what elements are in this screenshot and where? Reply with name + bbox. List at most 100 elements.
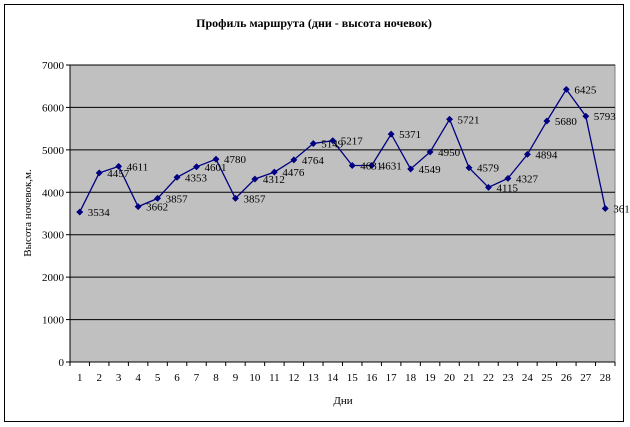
x-tick-label-1: 1 [77,372,83,384]
x-tick-label-4: 4 [135,372,141,384]
data-label-7: 4601 [205,162,227,174]
x-tick-label-23: 23 [502,372,514,384]
x-tick-label-16: 16 [366,372,378,384]
y-tick-label-0: 0 [59,357,65,369]
x-tick-label-26: 26 [561,372,573,384]
data-point-8 [212,155,220,163]
data-label-5: 3857 [166,193,189,205]
x-tick-label-20: 20 [444,372,456,384]
x-tick-label-24: 24 [522,372,534,384]
y-tick-label-3000: 3000 [42,230,65,242]
data-point-19 [426,148,434,156]
data-label-14: 5217 [341,136,364,148]
data-label-17: 5371 [399,129,421,141]
gridlines [70,64,615,321]
series-line [79,88,606,213]
x-tick-label-21: 21 [464,372,475,384]
data-points [76,85,609,216]
chart-title: Профиль маршрута (дни - высота ночевок) [196,16,432,30]
data-label-22: 4115 [496,182,518,194]
data-point-5 [154,194,162,202]
data-point-3 [115,162,123,170]
data-point-14 [329,137,337,145]
y-tick-label-7000: 7000 [42,60,65,72]
x-tick-label-13: 13 [308,372,320,384]
data-point-11 [270,168,278,176]
y-axis-label: Высота ночевок,м. [22,169,34,257]
data-point-13 [309,139,317,148]
data-label-19: 4950 [438,147,461,159]
x-tick-label-14: 14 [327,372,339,384]
x-tick-label-9: 9 [233,372,239,384]
x-tick-label-27: 27 [580,372,592,384]
data-label-26: 6425 [574,84,597,96]
data-label-21: 4579 [477,163,500,175]
data-point-12 [290,156,298,164]
data-label-13: 5149 [321,139,344,151]
x-axis-label: Дни [333,395,352,407]
data-label-28: 3619 [613,203,630,215]
y-tick-label-4000: 4000 [42,187,65,199]
data-point-15 [348,161,356,170]
data-point-23 [504,174,512,182]
data-point-1 [76,208,84,216]
x-tick-label-22: 22 [483,372,494,384]
data-point-27 [582,112,590,120]
data-point-20 [446,115,454,123]
data-label-1: 3534 [88,207,111,219]
y-tick-label-1000: 1000 [42,315,65,327]
data-label-23: 4327 [516,173,539,185]
data-label-4: 3662 [146,202,168,214]
data-point-24 [523,150,531,158]
data-label-11: 4476 [282,167,305,179]
data-point-18 [407,165,415,173]
data-label-16: 4631 [380,161,402,173]
data-point-6 [173,173,181,181]
data-label-24: 4894 [535,149,558,161]
x-tick-label-15: 15 [347,372,359,384]
data-point-2 [95,169,103,177]
data-point-22 [484,183,493,191]
x-tick-label-3: 3 [116,372,122,384]
data-label-15: 4631 [360,161,382,173]
data-label-6: 4353 [185,172,208,184]
data-point-4 [134,203,142,211]
y-tick-label-5000: 5000 [42,145,65,157]
x-tick-label-6: 6 [174,372,180,384]
data-label-20: 5721 [458,114,480,126]
data-point-7 [192,163,201,171]
data-point-21 [465,164,473,172]
data-label-10: 4312 [263,174,285,186]
x-tick-label-11: 11 [269,372,280,384]
x-tick-label-2: 2 [96,372,102,384]
plot-area [69,64,616,363]
data-label-12: 4764 [302,155,325,167]
x-tick-label-7: 7 [194,372,200,384]
data-label-8: 4780 [224,154,247,166]
x-tick-label-8: 8 [213,372,219,384]
data-point-28 [601,204,609,213]
x-axis-ticks: 1 2 3 4 5 6 7 8 9 10 11 12 13 14 15 16 17 18 19 20 21 22 23 24 2… [69,362,616,384]
data-point-17 [387,130,395,138]
x-tick-label-18: 18 [405,372,417,384]
x-tick-label-17: 17 [386,372,398,384]
data-point-26 [562,85,570,93]
data-label-2: 4457 [107,168,130,180]
x-tick-label-25: 25 [541,372,553,384]
data-point-10 [251,175,259,183]
data-label-18: 4549 [419,164,442,176]
data-point-16 [368,161,376,170]
data-point-25 [543,117,551,125]
x-tick-label-12: 12 [288,372,299,384]
data-label-27: 5793 [594,111,617,123]
y-tick-label-6000: 6000 [42,102,65,114]
x-tick-label-28: 28 [600,372,612,384]
data-label-9: 3857 [243,193,265,205]
data-label-3: 4611 [127,161,149,173]
data-label-25: 5680 [555,116,578,128]
x-tick-label-5: 5 [155,372,161,384]
data-point-9 [231,194,239,202]
x-tick-label-10: 10 [249,372,261,384]
y-tick-label-2000: 2000 [42,272,65,284]
